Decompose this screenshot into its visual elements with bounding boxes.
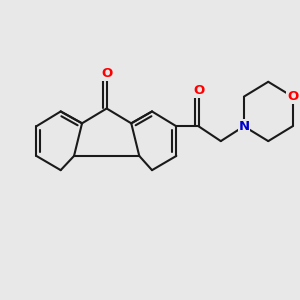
Text: O: O (287, 90, 298, 103)
Text: N: N (238, 120, 250, 133)
Text: O: O (193, 84, 204, 97)
Text: O: O (101, 67, 112, 80)
